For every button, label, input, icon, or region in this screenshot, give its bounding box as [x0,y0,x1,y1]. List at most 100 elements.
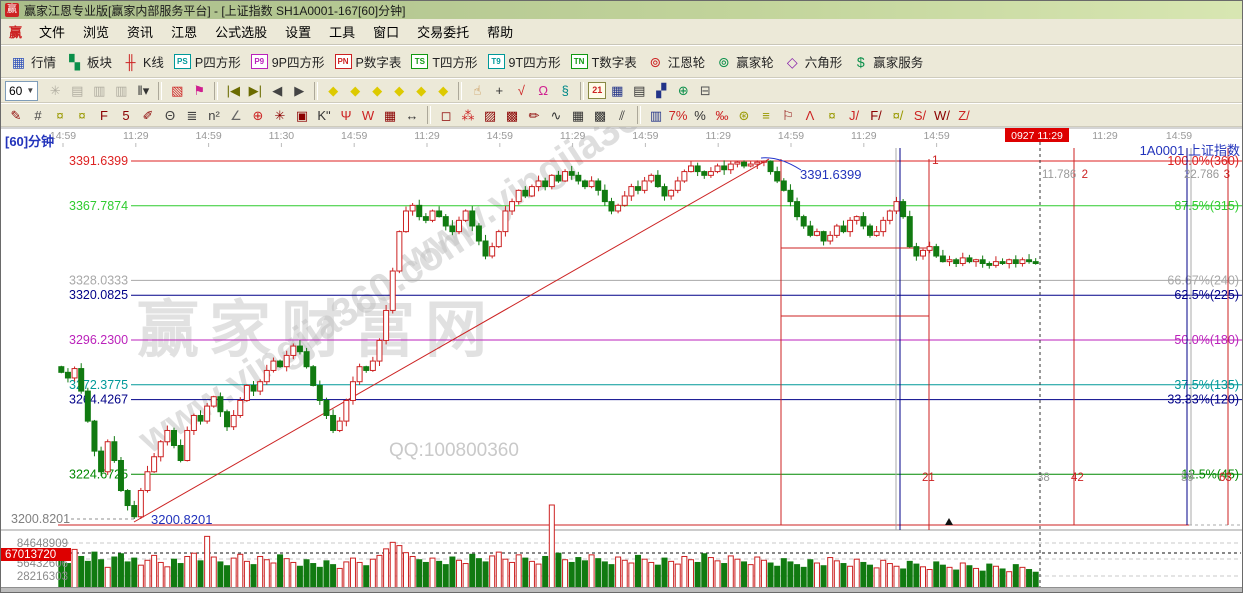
blocks-button[interactable]: ▚ 板块 [61,50,117,73]
menu-window[interactable]: 窗口 [373,25,400,40]
export-icon[interactable]: ⊕ [677,83,689,98]
box-dark-icon[interactable]: ▩ [505,107,519,123]
menu-gann[interactable]: 江恩 [171,25,198,40]
chart-area[interactable]: www.yingjia360.com www.yingjia360.com 赢家… [1,127,1243,593]
peak-mark-icon[interactable]: √ [517,83,525,98]
stat-table-icon[interactable]: ▥ [649,107,663,123]
k-quote-icon[interactable]: Kʺ [317,107,331,123]
t-number-table-button[interactable]: TN T数字表 [566,50,642,73]
notes-icon[interactable]: ▤ [633,83,646,98]
grid-a-icon[interactable]: ▦ [571,107,585,123]
n-square-icon[interactable]: n² [208,107,220,123]
box-fan-icon[interactable]: ▨ [483,107,497,123]
gann-gold-icon[interactable]: ¤ [56,107,64,123]
menu-file[interactable]: 文件 [39,25,66,40]
starburst-icon[interactable]: ✳ [274,107,286,123]
price-flag-icon[interactable]: ⚐ [782,107,794,123]
next-stock-icon[interactable]: ▶ [294,83,305,98]
stock-pool-icon[interactable]: ▧ [171,83,184,98]
ying-grid-icon[interactable]: W [361,107,375,123]
j-angle-icon[interactable]: J/ [848,107,860,123]
gann-wheel-button[interactable]: ⊚ 江恩轮 [642,50,711,73]
ying-angle-icon[interactable]: W/ [934,107,950,123]
expand-y-icon[interactable]: ◆ [394,83,405,98]
gold-bands-icon[interactable]: ≡ [762,107,770,123]
calendar-icon[interactable]: 21 [588,82,607,99]
zigzag-icon[interactable]: ∿ [550,107,562,123]
menu-settings[interactable]: 设置 [285,25,312,40]
candle-style-icon[interactable]: ǁ▾ [137,83,150,98]
p-square-button[interactable]: PS P四方形 [169,50,246,73]
chart-text-label: 11.786 [1042,169,1076,181]
grid-ticks-icon[interactable]: # [34,107,42,123]
candlestick-chart[interactable]: 14:59 11:29 14:59 11:30 14:59 11:29 14:59 11:29… [1,127,1243,593]
shrink-all-icon[interactable]: ◆ [416,83,427,98]
hexagon-button[interactable]: ◇ 六角形 [779,50,848,73]
hexagon-button-label: 六角形 [804,56,843,70]
shrink-x-icon[interactable]: ◆ [328,83,339,98]
menu-formula-stockpick[interactable]: 公式选股 [215,25,268,40]
menu-trade[interactable]: 交易委托 [417,25,470,40]
yi-angle-icon[interactable]: Z/ [958,107,970,123]
ruler-lines-icon[interactable]: ≣ [186,107,198,123]
crosshair-icon[interactable]: + [495,83,504,98]
kline-button[interactable]: ╫ K线 [117,50,169,73]
chart-text-label: 11:29 [851,130,877,142]
percent-icon[interactable]: % [694,107,706,123]
save-icon[interactable]: ▞ [656,83,667,98]
sort-flag-icon[interactable]: ⚑ [193,83,206,98]
chart-text-label: 100.0%(360) [1167,154,1239,168]
menu-tools[interactable]: 工具 [329,25,356,40]
gann-gold2-icon[interactable]: ¤ [78,107,86,123]
menu-browse[interactable]: 浏览 [83,25,110,40]
f-lines-icon[interactable]: F [100,107,108,123]
wave-icon[interactable]: Λ [805,107,815,123]
gold-angle-icon[interactable]: ¤/ [892,107,904,123]
horizontal-scrollbar[interactable] [1,587,1242,592]
t-square-button[interactable]: TS T四方形 [406,50,482,73]
calculator-icon[interactable]: ▦ [611,83,624,98]
quote-table-button[interactable]: ▦ 行情 [5,50,61,73]
9t-square-button[interactable]: T9 9T四方形 [483,50,566,73]
span-arrows-icon[interactable]: ↔ [405,107,419,123]
gann-fan-icon[interactable]: ⁂ [461,107,475,123]
pct-lines-icon[interactable]: ‰ [715,107,729,123]
winner-service-button[interactable]: $ 赢家服务 [847,50,928,73]
angle-tool-icon[interactable]: ∠ [230,107,242,123]
9p-square-button[interactable]: P9 9P四方形 [246,50,330,73]
compass-icon[interactable]: ⊕ [252,107,264,123]
dense-grid-icon[interactable]: ▦ [383,107,397,123]
menu-help[interactable]: 帮助 [487,25,514,40]
hatch-icon[interactable]: ⫽ [619,107,625,123]
first-page-icon[interactable]: |◀ [226,83,240,98]
gold-circle-icon[interactable]: ⊛ [738,107,750,123]
target-square-icon[interactable]: ▣ [295,107,309,123]
expand-x-icon[interactable]: ◆ [350,83,361,98]
shen-icon[interactable]: Ψ [340,107,352,123]
gold-single-icon[interactable]: ¤ [828,107,836,123]
chart-text-label: 11:29 [705,130,731,142]
blocks-button-label: 板块 [87,56,113,70]
cycle-clock-icon[interactable]: Θ [164,107,176,123]
f-angle-icon[interactable]: F/ [870,107,882,123]
seven-pct-icon[interactable]: 7% [668,107,688,123]
menu-news[interactable]: 资讯 [127,25,154,40]
prev-stock-icon[interactable]: ◀ [272,83,283,98]
grid-b-icon[interactable]: ▩ [593,107,607,123]
frame-tool-icon[interactable]: ◻ [440,107,452,123]
brush2-icon[interactable]: ✐ [142,107,154,123]
print-icon[interactable]: ⊟ [699,83,711,98]
speed-angle-icon[interactable]: S/ [913,107,927,123]
period-select[interactable]: 60 ▼ [5,80,39,101]
hook-lines-icon[interactable]: 5 [122,107,130,123]
last-page-icon[interactable]: ▶| [248,83,262,98]
cycle-tool-icon[interactable]: § [561,83,569,98]
winner-wheel-button[interactable]: ⊚ 赢家轮 [710,50,779,73]
expand-all-icon[interactable]: ◆ [438,83,449,98]
brush-icon[interactable]: ✎ [10,107,22,123]
hat-tool-icon[interactable]: Ω [538,83,549,98]
drag-hand-icon[interactable]: ☝ [473,83,482,98]
shrink-y-icon[interactable]: ◆ [372,83,383,98]
pencil-ray-icon[interactable]: ✏ [528,107,540,123]
p-number-table-button[interactable]: PN P数字表 [330,50,407,73]
